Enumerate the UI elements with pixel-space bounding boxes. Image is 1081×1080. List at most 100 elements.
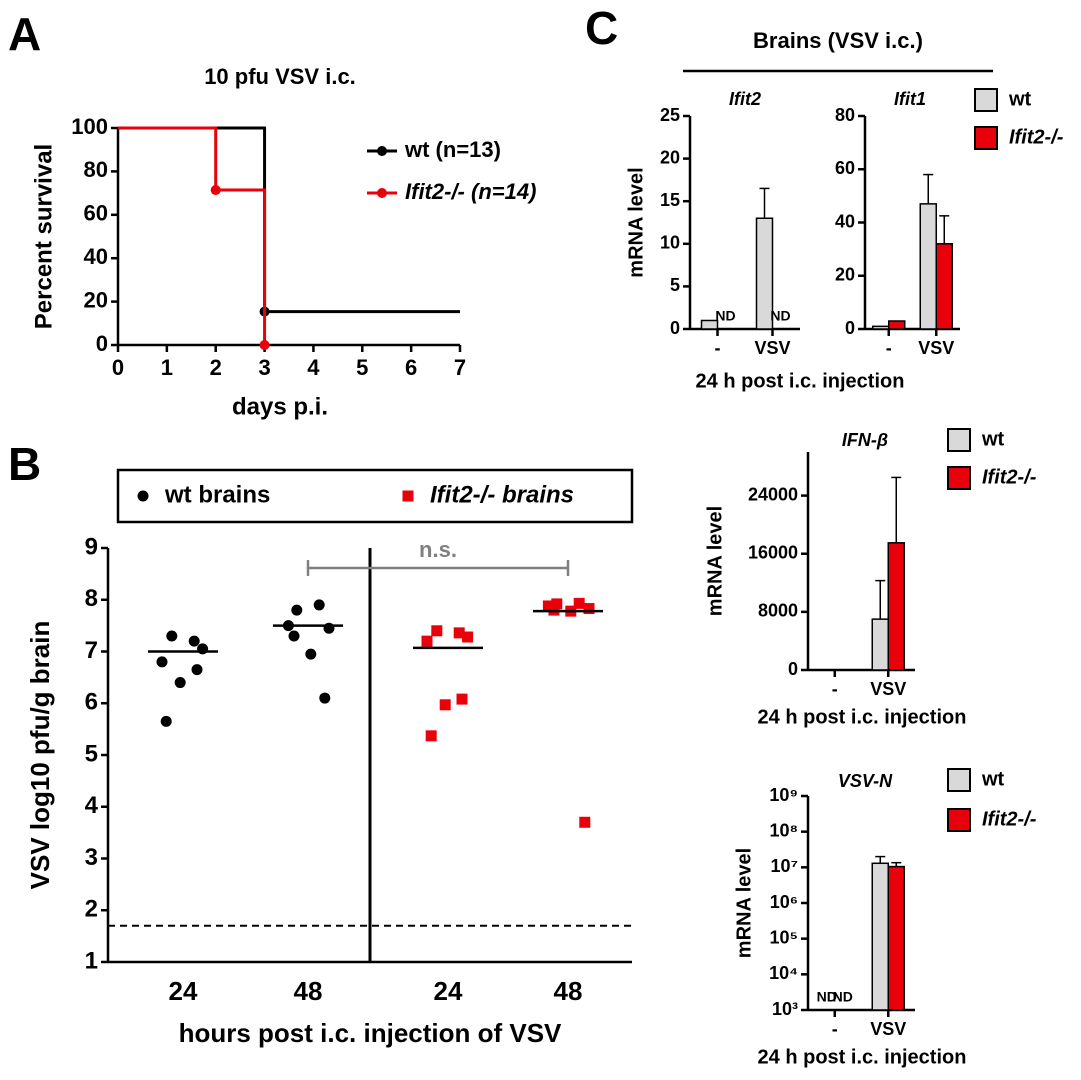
value-label: ND — [770, 308, 790, 324]
x-axis-label: 24 h post i.c. injection — [758, 706, 967, 728]
x-tick-label: 48 — [294, 976, 323, 1006]
y-tick-label: 10³ — [772, 999, 798, 1019]
value-label: ND — [715, 308, 735, 324]
legend-label: wt — [981, 428, 1005, 450]
y-tick-label: 8000 — [758, 601, 798, 621]
y-tick-label: 20 — [660, 147, 680, 167]
x-axis-label: hours post i.c. injection of VSV — [179, 1018, 562, 1048]
legend-swatch — [974, 126, 998, 150]
y-tick-label: 0 — [845, 318, 855, 338]
x-tick-label: 3 — [258, 355, 270, 380]
x-tick-label: VSV — [918, 338, 954, 358]
y-tick-label: 40 — [835, 211, 855, 231]
y-tick-label: 1 — [85, 947, 98, 974]
legend-label: wt brains — [164, 481, 270, 508]
legend-box — [116, 468, 634, 524]
y-tick-label: 0 — [96, 331, 108, 356]
x-tick-label: VSV — [870, 1019, 906, 1039]
bar — [887, 542, 905, 671]
point — [421, 635, 433, 647]
x-tick-label: - — [832, 1019, 838, 1039]
bar — [935, 243, 953, 330]
point — [542, 600, 554, 612]
y-tick-label: 6 — [85, 689, 98, 716]
y-axis-label: mRNA level — [704, 506, 726, 616]
x-tick-label: 6 — [405, 355, 417, 380]
x-tick-label: 7 — [454, 355, 466, 380]
chart-title: VSV-N — [838, 771, 893, 791]
point — [439, 699, 451, 711]
y-tick-label: 10⁹ — [769, 785, 798, 805]
y-tick-label: 24000 — [748, 484, 798, 504]
y-tick-label: 60 — [84, 201, 108, 226]
legend-label: wt — [981, 768, 1005, 790]
point — [453, 627, 465, 639]
bar — [871, 618, 889, 671]
legend-label: wt (n=13) — [404, 137, 501, 162]
point — [160, 715, 172, 727]
y-tick-label: 10⁶ — [770, 892, 798, 912]
point — [456, 693, 468, 705]
y-tick-label: 60 — [835, 158, 855, 178]
y-tick-label: 10⁴ — [769, 963, 798, 983]
point — [259, 340, 270, 350]
y-tick-label: 0 — [788, 659, 798, 679]
y-axis-label: VSV log10 pfu/g brain — [25, 621, 55, 890]
chart-title: Ifit2 — [729, 89, 761, 109]
x-tick-label: 48 — [554, 976, 583, 1006]
legend-swatch — [947, 808, 971, 832]
y-tick-label: 7 — [85, 637, 98, 664]
legend-label: Ifit2-/- (n=14) — [405, 179, 536, 204]
panel-header: Brains (VSV i.c.) — [753, 28, 923, 53]
y-tick-label: 100 — [71, 114, 108, 139]
survival-line — [118, 126, 267, 345]
annotation: n.s. — [419, 537, 457, 562]
point — [573, 597, 585, 609]
y-tick-label: 10 — [660, 233, 680, 253]
panel-label: C — [585, 2, 618, 54]
bar — [871, 862, 889, 1011]
x-tick-label: 24 — [169, 976, 198, 1006]
point — [156, 656, 168, 668]
y-axis-label: mRNA level — [733, 848, 755, 958]
point — [166, 630, 178, 642]
panel-label: A — [8, 8, 41, 60]
legend-label: wt — [1008, 88, 1032, 110]
legend-marker — [402, 490, 414, 502]
bar — [888, 320, 906, 330]
x-axis-label: 24 h post i.c. injection — [696, 370, 905, 392]
point — [288, 630, 300, 642]
y-tick-label: 9 — [85, 533, 98, 560]
point — [210, 185, 221, 196]
x-tick-label: VSV — [870, 679, 906, 699]
y-tick-label: 0 — [670, 318, 680, 338]
point — [291, 604, 303, 616]
bar — [887, 865, 905, 1011]
value-label: ND — [833, 989, 853, 1005]
legend-label: Ifit2-/- — [982, 466, 1037, 488]
y-tick-label: 20 — [84, 287, 108, 312]
y-tick-label: 10⁸ — [769, 820, 798, 840]
y-tick-label: 20 — [835, 265, 855, 285]
y-tick-label: 80 — [835, 105, 855, 125]
chart-title: Ifit1 — [894, 89, 926, 109]
legend-swatch — [947, 768, 971, 792]
y-tick-label: 5 — [670, 275, 680, 295]
y-tick-label: 10⁵ — [770, 927, 798, 947]
point — [425, 730, 437, 742]
y-tick-label: 4 — [85, 792, 99, 819]
bar — [700, 319, 719, 330]
y-tick-label: 2 — [85, 896, 98, 923]
legend-label: Ifit2-/- — [982, 808, 1037, 830]
chart-title: 10 pfu VSV i.c. — [204, 64, 356, 89]
point — [313, 599, 325, 611]
point — [431, 625, 443, 637]
bar — [919, 203, 937, 330]
point — [174, 677, 186, 689]
legend-label: Ifit2-/- brains — [430, 481, 574, 508]
y-tick-label: 10⁷ — [771, 856, 798, 876]
x-tick-label: - — [886, 338, 892, 358]
point — [462, 631, 474, 643]
y-tick-label: 25 — [660, 105, 680, 125]
